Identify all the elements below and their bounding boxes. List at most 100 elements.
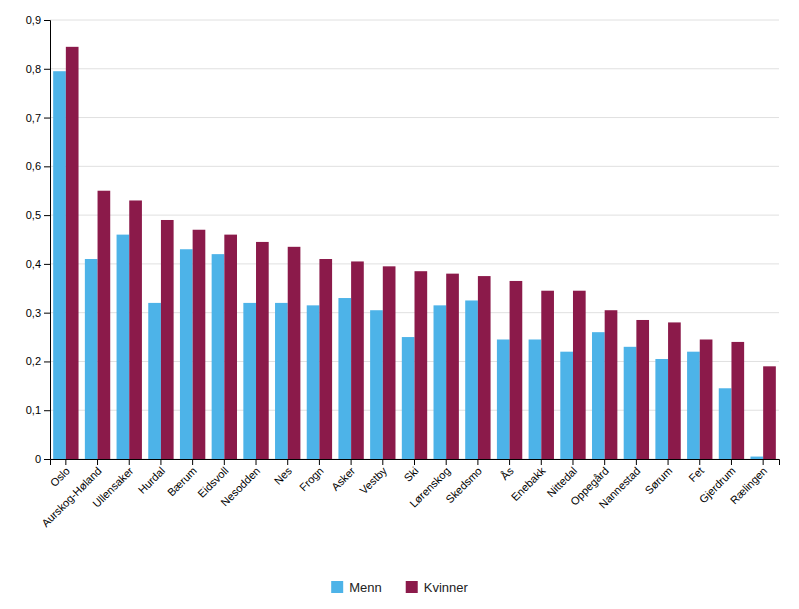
x-tick-label: Ullensaker [90, 464, 135, 509]
x-tick-mark [351, 459, 352, 465]
bar [624, 347, 637, 459]
x-tick-mark [224, 459, 225, 465]
x-tick-mark [477, 459, 478, 465]
y-tick: 0,1 [26, 404, 50, 416]
bar [98, 191, 111, 459]
x-tick-mark [287, 459, 288, 465]
legend-label: Menn [349, 580, 382, 595]
bar [117, 235, 130, 459]
x-tick-label: Hurdal [136, 465, 167, 496]
legend-label: Kvinner [424, 580, 469, 595]
grid-line [50, 68, 779, 69]
x-tick: Ullensaker [90, 459, 135, 510]
bar [224, 235, 237, 459]
y-tick: 0,5 [26, 209, 50, 221]
x-tick-label: Enebakk [509, 464, 548, 503]
y-axis: 0 0,1 0,2 0,3 0,4 0,5 0,6 0,7 0,8 0,9 [26, 14, 51, 465]
y-tick-mark [44, 20, 50, 21]
bar [478, 276, 491, 459]
x-tick-mark [192, 459, 193, 465]
legend-item: Menn [331, 580, 382, 595]
bar [212, 254, 225, 459]
x-tick-mark [65, 459, 66, 465]
x-tick-label: Nesodden [218, 465, 262, 509]
x-axis: OsloAurskog-HølandUllensakerHurdalBærumE… [39, 459, 779, 529]
x-tick: Enebakk [509, 459, 548, 503]
x-tick-label: Sørum [642, 465, 674, 497]
grid-line [50, 166, 779, 167]
bar [668, 322, 681, 459]
grid [50, 20, 779, 459]
y-tick-label: 0,9 [26, 14, 41, 26]
x-tick-label: Nes [272, 464, 295, 487]
x-tick-mark [731, 459, 732, 465]
x-tick-label: Asker [329, 464, 358, 493]
y-tick-mark [44, 118, 50, 119]
x-axis-line [51, 460, 780, 466]
y-tick-label: 0 [35, 453, 41, 465]
y-tick-mark [44, 459, 50, 460]
x-tick-mark [541, 459, 542, 465]
x-tick: Nes [272, 459, 295, 487]
bar-series [66, 47, 776, 459]
bar [446, 274, 459, 459]
x-tick-label: Frogn [297, 465, 326, 494]
bar [636, 320, 649, 459]
x-tick: Ski [401, 459, 420, 484]
x-tick-label: Skedsmo [443, 465, 484, 506]
y-tick-label: 0,4 [26, 258, 41, 270]
y-tick: 0,8 [26, 63, 50, 75]
x-tick-mark [604, 459, 605, 465]
x-tick-label: Ski [401, 465, 420, 484]
y-tick-label: 0,2 [26, 355, 41, 367]
x-tick-mark [160, 459, 161, 465]
y-tick-mark [44, 264, 50, 265]
y-tick-label: 0,3 [26, 307, 41, 319]
legend-swatch [406, 581, 418, 593]
x-tick-mark [97, 459, 98, 465]
y-tick-label: 0,8 [26, 63, 41, 75]
bar [541, 291, 554, 459]
bar [560, 352, 573, 459]
x-tick-mark [636, 459, 637, 465]
x-tick-mark [319, 459, 320, 465]
x-tick: Frogn [297, 459, 326, 493]
chart: 0 0,1 0,2 0,3 0,4 0,5 0,6 0,7 0,8 0,9 OsloAurskog-… [0, 0, 799, 609]
bar [497, 339, 510, 459]
legend-swatch [331, 581, 343, 593]
x-tick-label: Ås [498, 464, 516, 482]
bar [53, 71, 66, 459]
x-tick: Vestby [357, 459, 389, 496]
bar [731, 342, 744, 459]
x-tick-mark [446, 459, 447, 465]
x-tick-mark [763, 459, 764, 465]
y-tick: 0,9 [26, 14, 50, 26]
x-tick-label: Vestby [357, 464, 389, 496]
x-tick-mark [129, 459, 130, 465]
y-tick-label: 0,6 [26, 160, 41, 172]
grid-line [50, 215, 779, 216]
x-tick-label: Lørenskog [407, 465, 452, 510]
y-tick-label: 0,7 [26, 112, 41, 124]
y-tick: 0,7 [26, 112, 50, 124]
x-tick-mark [699, 459, 700, 465]
x-tick: Lørenskog [407, 459, 452, 510]
x-tick-mark [414, 459, 415, 465]
bar [700, 339, 713, 459]
x-tick: Rælingen [728, 459, 770, 506]
bar [383, 266, 396, 459]
bar [66, 47, 79, 459]
bar [319, 259, 332, 459]
legend-item: Kvinner [406, 580, 469, 595]
x-tick: Nesodden [218, 459, 262, 508]
y-tick: 0 [35, 453, 50, 465]
bar [288, 247, 301, 459]
bar [719, 388, 732, 459]
x-tick: Hurdal [136, 459, 167, 496]
x-tick: Nannestad [596, 459, 642, 511]
bar [415, 271, 428, 459]
bar [85, 259, 98, 459]
bar [256, 242, 269, 459]
x-tick-label: Fet [686, 465, 706, 485]
grid-line [50, 263, 779, 264]
